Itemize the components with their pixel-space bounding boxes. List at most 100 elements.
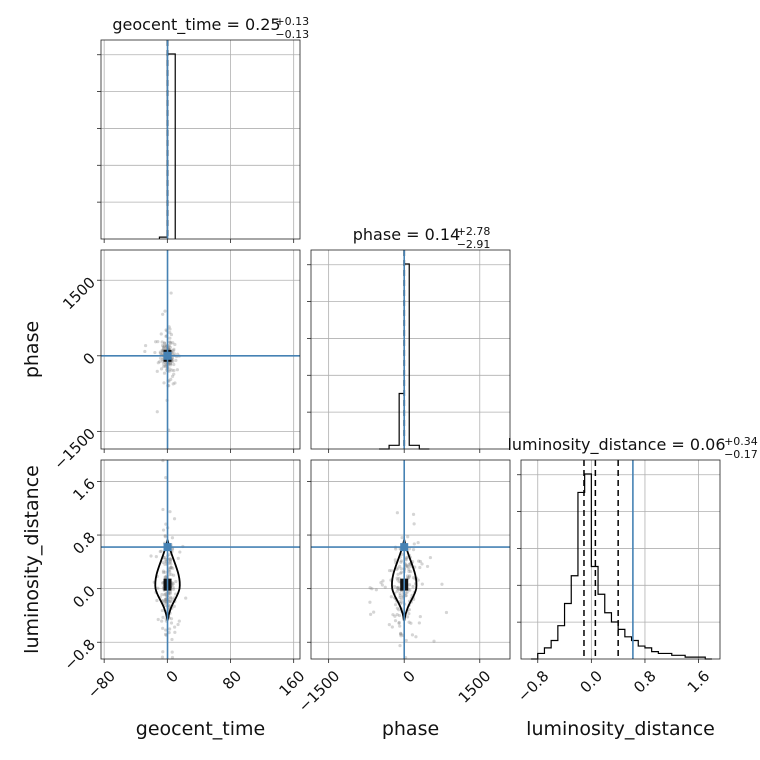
sample-point <box>387 568 392 573</box>
sample-point <box>407 567 411 571</box>
sample-point <box>411 576 416 580</box>
sample-point <box>163 309 167 313</box>
sample-point <box>161 560 165 565</box>
sample-point <box>368 600 372 604</box>
sample-point <box>156 617 160 622</box>
sample-point <box>398 594 402 598</box>
sample-point <box>392 584 397 589</box>
title-error-minus: −0.13 <box>275 28 309 41</box>
sample-point <box>404 557 408 561</box>
sample-point <box>381 579 385 583</box>
sample-point <box>172 604 176 609</box>
sample-point <box>405 590 409 594</box>
sample-point <box>369 612 373 616</box>
sample-point <box>167 561 171 565</box>
sample-point <box>389 595 393 599</box>
sample-point <box>163 632 168 636</box>
sample-point <box>170 598 175 602</box>
y-axis-label-luminosity_distance: luminosity_distance <box>21 465 43 654</box>
sample-point <box>428 555 433 560</box>
sample-point <box>398 571 403 575</box>
hist-phase-count-grid <box>307 264 510 413</box>
x-axis-label-geocent_time: geocent_time <box>136 718 265 740</box>
sample-point <box>168 340 172 344</box>
panel-phase-luminosity_distance <box>310 459 511 660</box>
sample-point <box>397 587 401 591</box>
samples-geocent_time-luminosity_distance <box>149 458 188 660</box>
pair-geocent_time-luminosity_distance-grid <box>101 460 300 659</box>
sample-point <box>169 621 174 625</box>
sample-point <box>169 291 173 295</box>
x-ticks-geocent_time-row2: −80 0 80 160 <box>84 659 308 702</box>
truth-marker <box>163 543 172 552</box>
panel-title: phase = 0.14 <box>353 225 460 244</box>
sample-point <box>163 575 167 579</box>
sample-point <box>161 615 165 619</box>
title-error-minus: −2.91 <box>457 238 491 251</box>
sample-point <box>161 345 166 349</box>
sample-point <box>170 356 175 360</box>
sample-point <box>408 588 412 592</box>
title-error-plus: +0.13 <box>275 15 309 28</box>
sample-point <box>398 564 402 568</box>
sample-point <box>160 340 164 344</box>
panel-luminosity_distance-luminosity_distance <box>520 459 721 660</box>
sample-point <box>160 357 164 362</box>
title-luminosity_distance: luminosity_distance = 0.06+0.34−0.17 <box>507 435 757 461</box>
title-error-plus: +0.34 <box>724 435 758 448</box>
sample-point <box>407 575 411 579</box>
sample-point <box>161 507 165 512</box>
sample-point <box>400 600 404 604</box>
x-axis-label-luminosity_distance: luminosity_distance <box>526 718 715 740</box>
panel-geocent_time-geocent_time <box>100 39 301 240</box>
x-ticks-phase-row1 <box>328 449 481 453</box>
sample-point <box>163 364 167 368</box>
sample-point <box>168 367 172 371</box>
sample-point <box>391 613 395 617</box>
y-ticks-phase-col0: −1500 0 1500 <box>50 274 101 473</box>
x-ticks-geocent_time-row0 <box>103 239 295 243</box>
sample-point <box>159 332 163 336</box>
sample-point <box>163 534 167 538</box>
y-tick-label: 1.6 <box>69 475 99 505</box>
pair-geocent_time-phase-grid <box>101 250 300 449</box>
sample-point <box>162 601 166 605</box>
sample-point <box>158 351 163 355</box>
sample-point <box>398 591 402 596</box>
x-axis-label-phase: phase <box>382 718 439 740</box>
sample-point <box>168 604 172 608</box>
sample-point <box>160 608 164 613</box>
sample-point <box>406 535 410 539</box>
sample-point <box>169 565 173 569</box>
sample-point <box>397 587 401 591</box>
title-error-minus: −0.17 <box>724 448 758 461</box>
sample-point <box>169 363 173 367</box>
sample-point <box>390 625 394 629</box>
sample-point <box>396 572 400 576</box>
sample-point <box>412 542 416 546</box>
sample-point <box>174 579 178 584</box>
sample-point <box>416 540 420 545</box>
sample-point <box>168 331 172 335</box>
sample-point <box>161 650 165 654</box>
sample-point <box>396 578 400 582</box>
y-ticks-luminosity_distance-col1 <box>307 481 311 643</box>
sample-point <box>412 522 416 526</box>
sample-point <box>163 570 167 574</box>
sample-point <box>161 626 165 630</box>
sample-point <box>158 350 162 354</box>
x-tick-label: 1.6 <box>684 667 714 697</box>
sample-point <box>407 547 412 551</box>
sample-point <box>168 567 172 572</box>
sample-point <box>162 593 167 597</box>
sample-point <box>170 547 175 551</box>
sample-point <box>178 550 182 554</box>
sample-point <box>404 591 408 595</box>
sample-point <box>155 410 159 414</box>
sample-point <box>168 557 172 561</box>
sample-point <box>168 361 173 366</box>
sample-point <box>169 361 173 365</box>
sample-point <box>398 595 402 600</box>
sample-point <box>169 341 173 345</box>
